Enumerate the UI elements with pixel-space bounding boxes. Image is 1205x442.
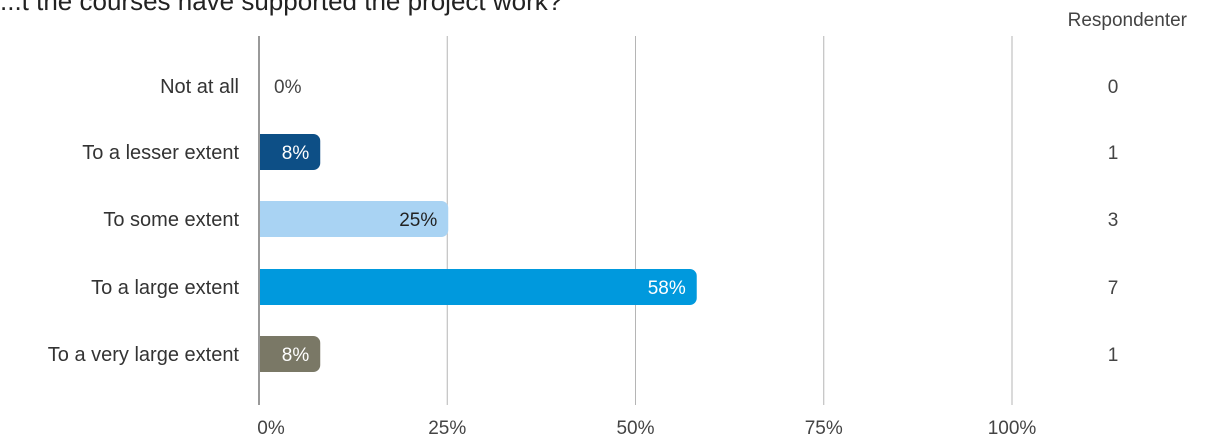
bar-corner [260,201,268,237]
bar [260,269,697,305]
value-label: 58% [648,278,686,299]
category-label: To a very large extent [48,344,240,366]
category-label: Not at all [160,76,239,98]
x-tick-label: 50% [616,418,654,439]
value-label: 8% [282,143,310,164]
bar-corner [260,134,268,170]
value-label: 0% [274,77,302,98]
category-label: To a large extent [91,277,239,299]
bar [260,134,321,170]
bar [260,336,321,372]
respondent-count: 7 [1108,278,1119,299]
bar [260,201,449,237]
x-tick-label: 100% [988,418,1037,439]
x-tick-label: 75% [805,418,843,439]
respondents-header: Respondenter [1067,10,1187,31]
value-label: 25% [399,210,437,231]
x-tick-label: 25% [428,418,466,439]
x-tick-label: 0% [257,418,285,439]
respondent-count: 3 [1108,210,1119,231]
bar-corner [260,269,268,305]
respondent-count: 1 [1108,143,1119,164]
respondent-count: 1 [1108,345,1119,366]
bar-corner [260,336,268,372]
chart-title: ...t the courses have supported the proj… [0,0,563,16]
respondent-count: 0 [1108,77,1119,98]
value-label: 8% [282,345,310,366]
category-label: To some extent [103,209,239,231]
category-label: To a lesser extent [82,142,239,164]
